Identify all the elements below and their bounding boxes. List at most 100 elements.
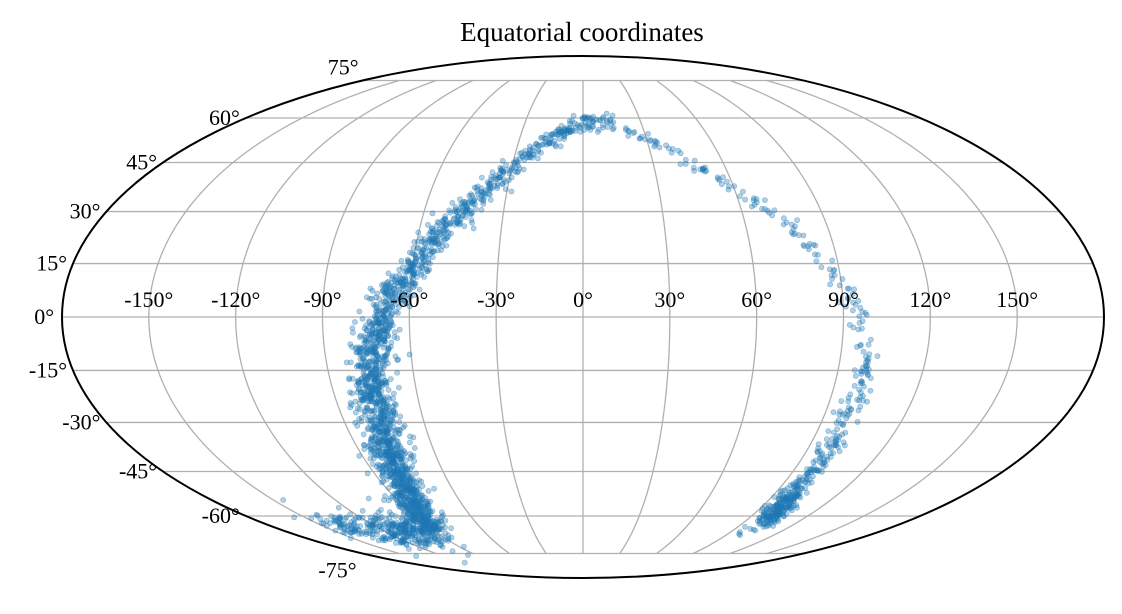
scatter-point: [383, 468, 390, 475]
scatter-point: [383, 535, 390, 542]
scatter-point: [762, 197, 768, 203]
scatter-point: [411, 239, 418, 245]
scatter-point: [430, 522, 437, 529]
scatter-point: [411, 445, 418, 451]
scatter-point: [401, 535, 408, 541]
scatter-point: [867, 387, 874, 394]
scatter-point: [460, 543, 467, 550]
grid-meridian: [408, 79, 510, 555]
scatter-point: [399, 479, 406, 486]
scatter-point: [417, 508, 424, 515]
scatter-point: [424, 529, 431, 536]
chart-title: Equatorial coordinates: [460, 17, 704, 47]
scatter-point: [433, 516, 440, 523]
scatter-point: [404, 520, 411, 527]
scatter-point: [830, 409, 837, 416]
scatter-point: [410, 434, 417, 441]
scatter-point: [410, 501, 417, 508]
scatter-point: [423, 499, 430, 506]
scatter-point: [512, 168, 518, 175]
scatter-point: [376, 523, 383, 529]
scatter-point: [403, 534, 409, 541]
scatter-point: [486, 191, 493, 198]
scatter-point: [682, 156, 689, 163]
scatter-point: [396, 526, 403, 532]
scatter-point: [409, 525, 416, 532]
scatter-point: [401, 467, 407, 474]
grid-meridian: [619, 80, 671, 554]
scatter-point: [418, 522, 425, 529]
scatter-point: [378, 535, 385, 542]
scatter-point: [368, 408, 374, 415]
scatter-point: [720, 174, 726, 180]
scatter-point: [413, 470, 419, 477]
scatter-point: [344, 523, 351, 529]
scatter-point: [407, 533, 414, 540]
scatter-point: [431, 533, 438, 539]
scatter-point: [802, 485, 809, 492]
scatter-point: [499, 181, 506, 188]
scatter-point: [428, 246, 435, 253]
scatter-point: [427, 508, 434, 515]
scatter-point: [520, 166, 527, 173]
scatter-point: [341, 521, 348, 528]
scatter-point: [442, 530, 449, 537]
scatter-point: [380, 373, 386, 380]
x-tick-label: -60°: [390, 287, 428, 312]
scatter-point: [349, 529, 356, 536]
scatter-point: [341, 526, 348, 533]
scatter-point: [374, 398, 381, 405]
scatter-point: [371, 451, 378, 458]
scatter-point: [387, 526, 394, 533]
scatter-point: [409, 504, 416, 511]
scatter-point: [421, 273, 428, 280]
scatter-point: [406, 496, 413, 503]
scatter-point: [398, 514, 404, 521]
grid-meridian: [656, 79, 758, 555]
scatter-point: [420, 518, 427, 525]
scatter-point: [500, 169, 507, 175]
scatter-point: [424, 523, 431, 530]
scatter-point: [401, 529, 408, 536]
scatter-point: [361, 373, 368, 379]
scatter-point: [401, 496, 408, 503]
scatter-point: [405, 509, 412, 516]
scatter-point: [397, 521, 404, 528]
scatter-point: [409, 485, 416, 492]
scatter-point: [404, 510, 411, 517]
scatter-point: [413, 258, 419, 265]
scatter-point: [828, 272, 835, 279]
scatter-point: [397, 413, 404, 420]
scatter-point: [420, 525, 427, 532]
scatter-point: [433, 526, 440, 532]
scatter-point: [860, 348, 867, 355]
scatter-point: [377, 452, 384, 458]
scatter-point: [372, 413, 379, 420]
scatter-point: [401, 510, 408, 517]
scatter-point: [827, 450, 834, 457]
scatter-point: [412, 534, 419, 540]
scatter-point: [449, 548, 456, 555]
scatter-point: [434, 537, 441, 544]
scatter-point: [590, 123, 597, 130]
scatter-point: [823, 442, 830, 448]
scatter-point: [352, 528, 359, 535]
scatter-point: [413, 513, 420, 519]
scatter-point: [384, 520, 390, 526]
scatter-point: [383, 466, 390, 473]
scatter-point: [338, 520, 345, 527]
scatter-point: [428, 533, 435, 540]
scatter-point: [405, 503, 412, 509]
scatter-point: [414, 527, 421, 534]
scatter-point: [402, 527, 409, 533]
scatter-point: [413, 516, 420, 523]
y-tick-label: 15°: [36, 251, 67, 276]
scatter-point: [397, 477, 404, 484]
scatter-point: [348, 401, 355, 408]
scatter-point: [371, 319, 377, 326]
scatter-point: [377, 506, 384, 513]
scatter-point: [410, 530, 417, 537]
scatter-point: [467, 191, 474, 198]
scatter-point: [361, 364, 367, 370]
scatter-point: [382, 537, 388, 544]
